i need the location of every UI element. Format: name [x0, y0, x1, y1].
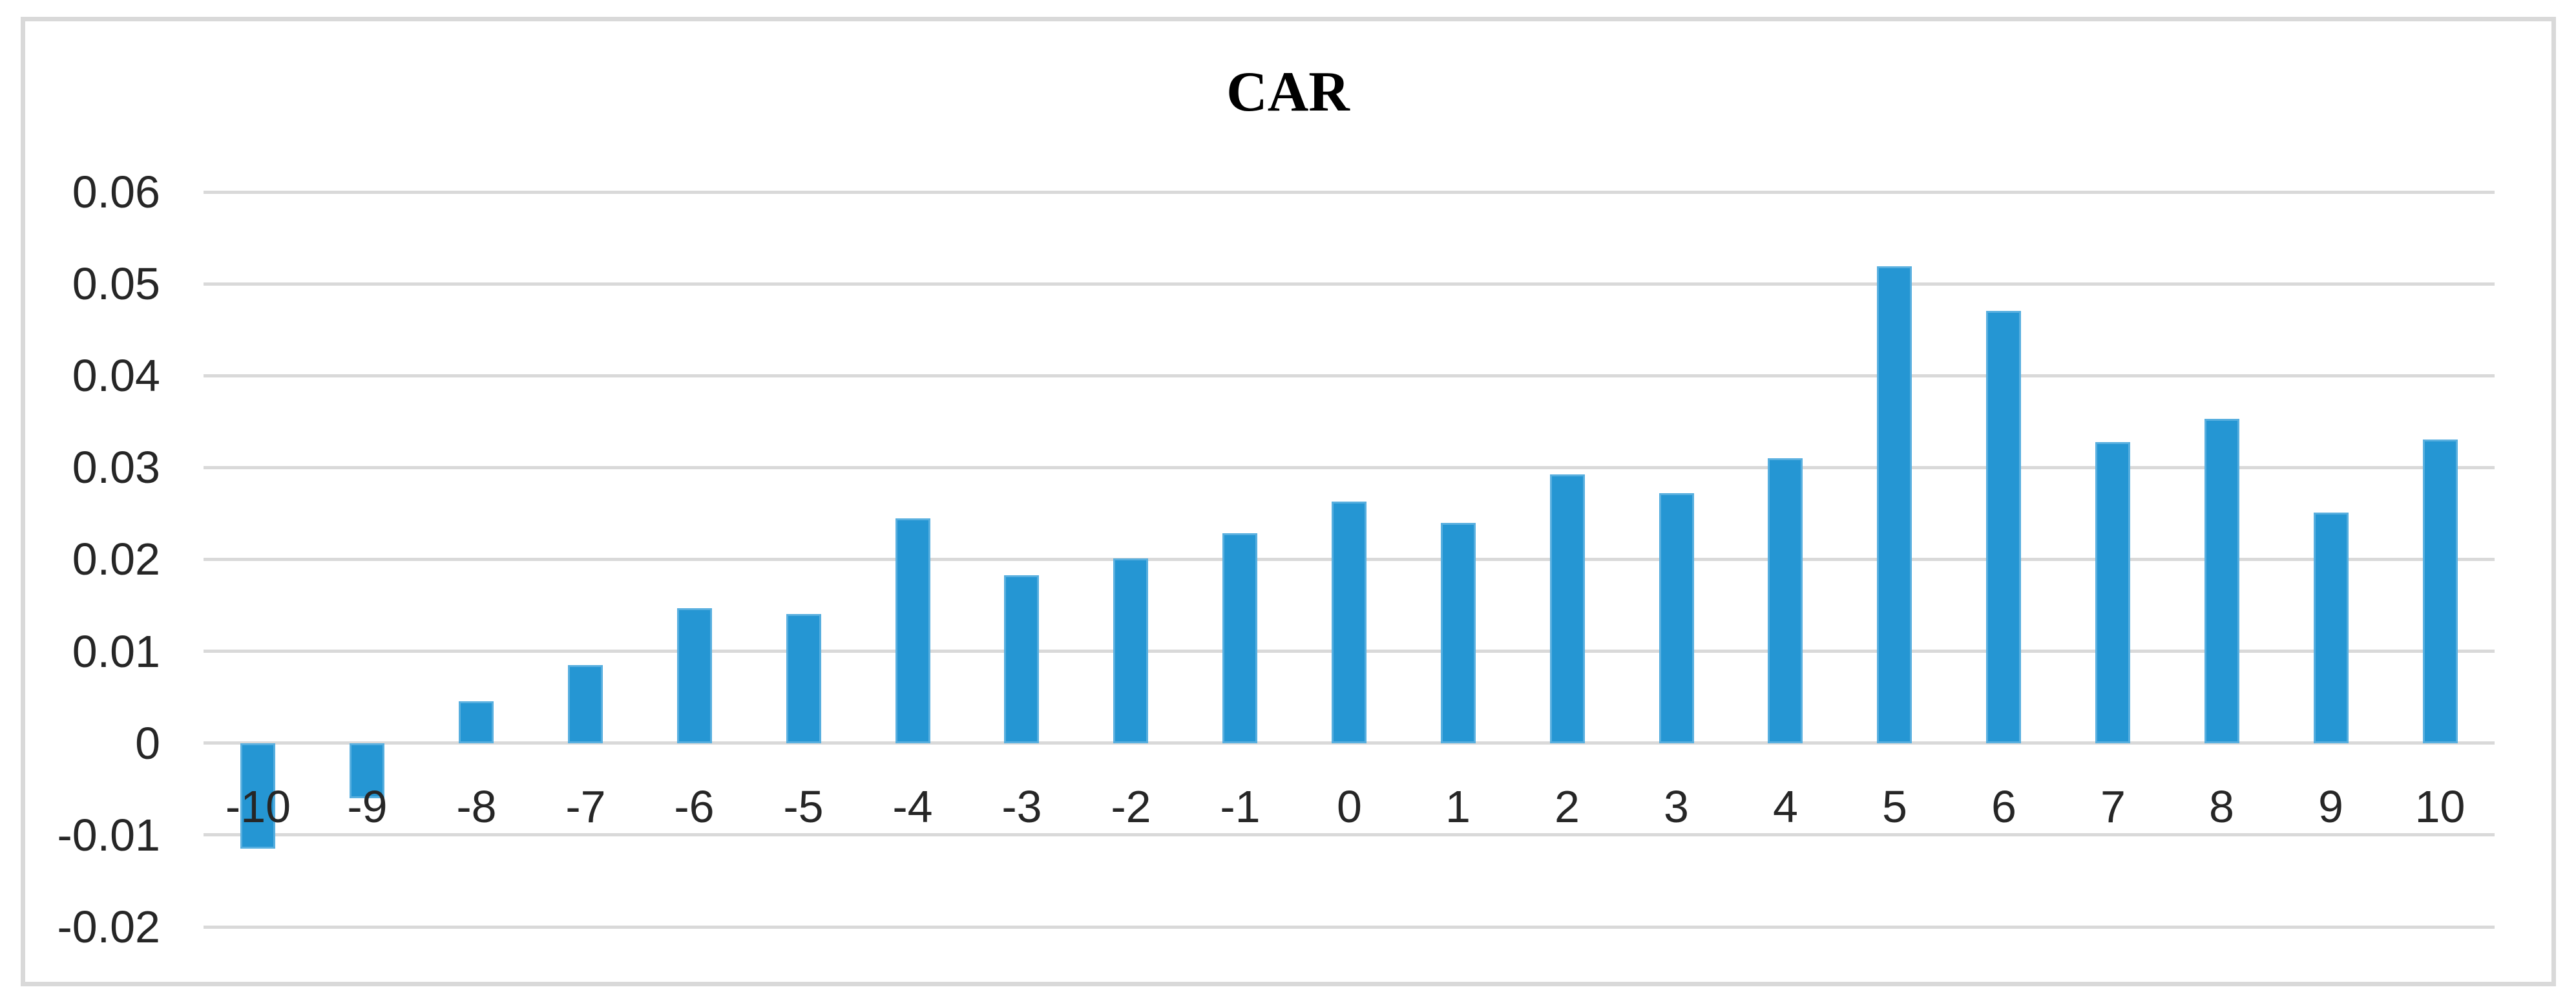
chart-title: CAR: [1226, 61, 1350, 123]
x-tick-label: 10: [2414, 781, 2466, 832]
x-tick-label: 1: [1445, 781, 1471, 832]
x-tick-label: 7: [2100, 781, 2126, 832]
bar: [1877, 266, 1912, 743]
gridline: [204, 282, 2495, 286]
gridline: [204, 466, 2495, 469]
gridline: [204, 191, 2495, 194]
bar: [2423, 440, 2458, 743]
x-tick-label: -1: [1220, 781, 1261, 832]
gridline: [204, 926, 2495, 929]
x-tick-label: -4: [892, 781, 933, 832]
bar: [895, 518, 930, 743]
bar: [240, 743, 275, 849]
y-tick-label: 0.04: [72, 350, 160, 401]
bar: [459, 701, 494, 743]
x-tick-label: -2: [1111, 781, 1151, 832]
x-tick-label: -8: [456, 781, 497, 832]
x-tick-label: 5: [1882, 781, 1907, 832]
x-tick-label: -3: [1001, 781, 1042, 832]
x-tick-label: 6: [1991, 781, 2016, 832]
bar: [786, 614, 821, 743]
gridline: [204, 374, 2495, 377]
x-tick-label: -6: [674, 781, 715, 832]
y-tick-label: 0.03: [72, 442, 160, 493]
x-tick-label: 0: [1337, 781, 1362, 832]
x-tick-label: 8: [2209, 781, 2234, 832]
x-tick-label: 4: [1773, 781, 1798, 832]
bar: [1986, 311, 2021, 743]
bar: [677, 608, 712, 743]
x-tick-label: -5: [783, 781, 824, 832]
bar: [1659, 493, 1694, 743]
bar: [1113, 558, 1148, 743]
y-tick-label: 0.02: [72, 534, 160, 584]
bar: [1332, 502, 1367, 743]
bar: [1222, 533, 1257, 743]
bar: [1004, 575, 1039, 743]
gridline: [204, 833, 2495, 836]
y-tick-label: 0.06: [72, 167, 160, 217]
bar: [2095, 442, 2130, 743]
x-tick-label: -9: [347, 781, 388, 832]
y-tick-label: 0.05: [72, 259, 160, 309]
bar: [350, 743, 384, 798]
bar: [1441, 523, 1476, 743]
y-tick-label: -0.01: [57, 810, 160, 860]
x-tick-label: 3: [1664, 781, 1689, 832]
y-tick-label: 0: [135, 718, 160, 768]
x-tick-label: 9: [2318, 781, 2343, 832]
bar: [2314, 513, 2349, 743]
bar: [2204, 419, 2239, 743]
x-tick-label: 2: [1555, 781, 1580, 832]
bar: [568, 665, 603, 743]
chart-frame: [21, 17, 2556, 986]
x-tick-label: -10: [225, 781, 291, 832]
y-tick-label: -0.02: [57, 902, 160, 952]
bar: [1768, 458, 1803, 743]
bar: [1550, 474, 1585, 743]
y-tick-label: 0.01: [72, 626, 160, 677]
x-tick-label: -7: [565, 781, 606, 832]
